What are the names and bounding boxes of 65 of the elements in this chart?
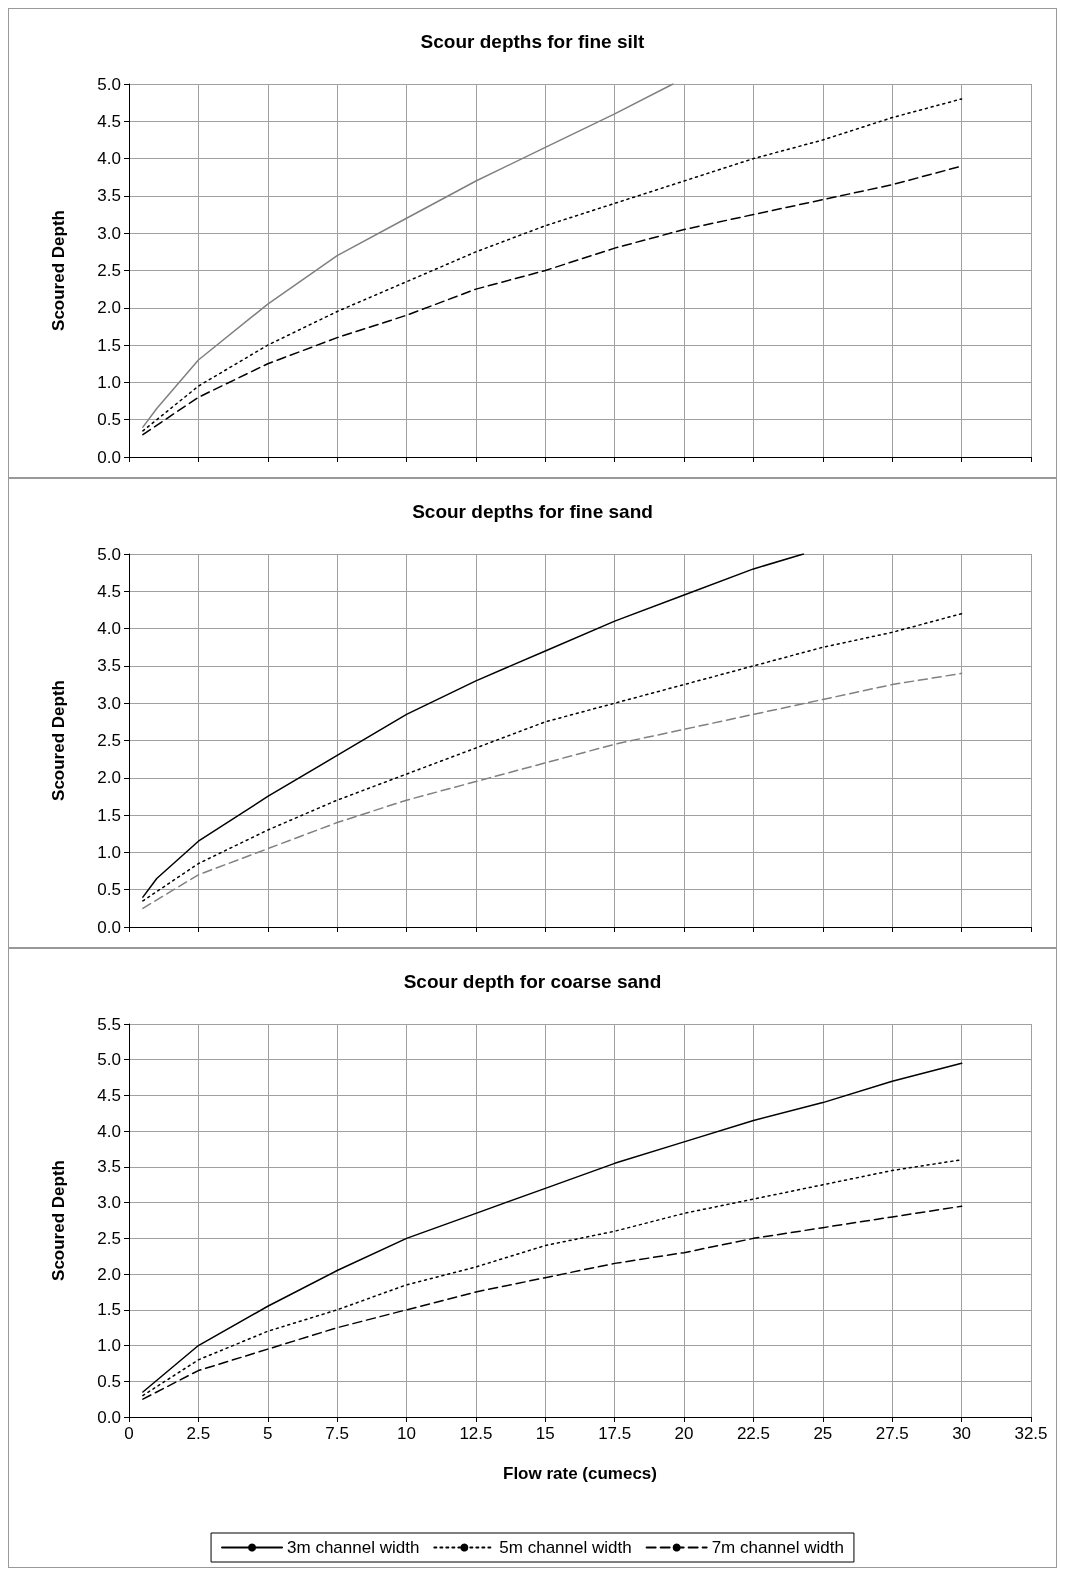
y-tick-label: 5.5 <box>97 1014 121 1034</box>
y-tick-label: 1.0 <box>97 842 121 862</box>
x-tick-label: 32.5 <box>1014 1424 1048 1443</box>
x-tick-label: 30 <box>952 1424 972 1443</box>
y-tick-label: 4.0 <box>97 619 121 639</box>
x-tick-label: 10 <box>397 1424 416 1443</box>
y-tick-label: 0.0 <box>97 917 121 937</box>
y-tick-label: 3.0 <box>97 693 121 713</box>
x-tick-label: 5 <box>263 1424 273 1443</box>
y-tick-label: 3.0 <box>97 223 121 243</box>
x-tick-label: 17.5 <box>598 1424 632 1443</box>
y-tick-label: 1.5 <box>97 805 121 825</box>
y-tick-label: 4.0 <box>97 1121 121 1141</box>
x-tick-label: 7.5 <box>325 1424 349 1443</box>
x-tick-label: 22.5 <box>736 1424 771 1443</box>
y-tick-label: 1.5 <box>97 1300 121 1320</box>
y-tick-label: 3.5 <box>97 1157 121 1177</box>
chart-title: Scour depths for fine silt <box>420 31 646 52</box>
x-tick-label: 15 <box>535 1424 555 1443</box>
y-tick-label: 5.0 <box>97 1050 121 1070</box>
y-tick-label: 5.0 <box>97 74 121 94</box>
y-axis-title: Scoured Depth <box>49 210 68 331</box>
x-tick-label: 20 <box>674 1424 694 1443</box>
y-tick-label: 0.5 <box>97 880 121 900</box>
y-tick-label: 4.5 <box>97 1085 121 1105</box>
y-tick-label: 4.5 <box>97 581 121 601</box>
y-tick-label: 0.5 <box>97 1371 121 1391</box>
x-tick-label: 0 <box>124 1424 134 1443</box>
legend-label: 5m channel width <box>499 1538 632 1557</box>
y-tick-label: 1.0 <box>97 1336 121 1356</box>
x-tick-label: 25 <box>813 1424 833 1443</box>
legend-label: 3m channel width <box>287 1538 420 1557</box>
y-tick-label: 2.5 <box>97 731 121 750</box>
line-series <box>142 1062 963 1393</box>
y-axis-title: Scoured Depth <box>49 1160 68 1281</box>
y-tick-label: 4.5 <box>97 111 121 131</box>
y-tick-label: 3.5 <box>97 186 121 206</box>
y-tick-label: 0.0 <box>97 447 121 467</box>
line-series <box>142 553 805 898</box>
line-series <box>142 83 674 428</box>
x-tick-label: 27.5 <box>875 1424 909 1443</box>
chart-title: Scour depth for coarse sand <box>403 971 662 992</box>
y-axis-title: Scoured Depth <box>49 680 68 801</box>
line-series <box>142 98 963 432</box>
y-tick-label: 2.0 <box>97 298 121 318</box>
x-tick-label: 12.5 <box>459 1424 493 1443</box>
x-tick-label: 2.5 <box>186 1424 211 1443</box>
y-tick-label: 0.0 <box>97 1407 121 1427</box>
y-tick-label: 2.0 <box>97 1264 121 1284</box>
line-series <box>142 1205 963 1400</box>
chart-title: Scour depths for fine sand <box>412 501 653 522</box>
y-tick-label: 3.0 <box>97 1193 121 1213</box>
y-tick-label: 3.5 <box>97 656 121 676</box>
line-series <box>142 672 963 910</box>
x-axis-title: Flow rate (cumecs) <box>503 1464 657 1483</box>
y-tick-label: 2.0 <box>97 768 121 788</box>
y-tick-label: 4.0 <box>97 149 121 169</box>
y-tick-label: 2.5 <box>97 261 121 280</box>
legend-label: 7m channel width <box>711 1538 844 1557</box>
y-tick-label: 1.0 <box>97 372 121 392</box>
y-tick-label: 1.5 <box>97 335 121 355</box>
y-tick-label: 5.0 <box>97 544 121 564</box>
y-tick-label: 0.5 <box>97 410 121 430</box>
line-series <box>142 612 963 902</box>
y-tick-label: 2.5 <box>97 1228 121 1248</box>
